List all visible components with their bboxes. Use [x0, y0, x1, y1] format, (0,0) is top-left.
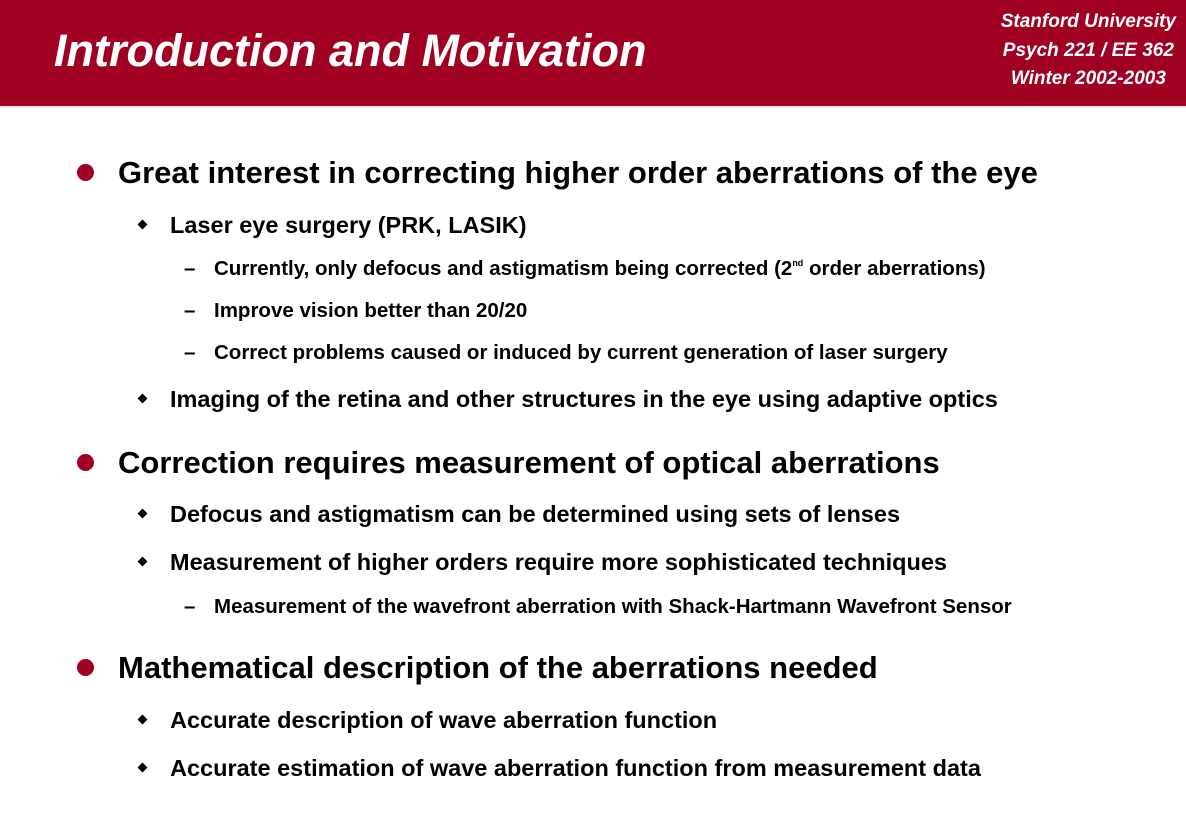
ordinal-superscript: nd [792, 258, 804, 268]
bullet-text: Measurement of the wavefront aberration … [214, 595, 1012, 618]
diamond-bullet-icon [137, 393, 148, 404]
bullet-text: Measurement of higher orders require mor… [170, 549, 947, 575]
institution-name: Stanford University [1000, 11, 1176, 32]
filled-circle-bullet-icon [77, 164, 94, 181]
filled-circle-bullet-icon [77, 454, 94, 471]
en-dash-bullet-icon: – [184, 257, 196, 280]
bullet-text: Correct problems caused or induced by cu… [214, 341, 948, 364]
bullet-l3: – Correct problems caused or induced by … [184, 341, 948, 365]
diamond-bullet-icon [137, 762, 148, 773]
bullet-l2: Defocus and astigmatism can be determine… [137, 501, 901, 528]
bullet-text-part: Currently, only defocus and astigmatism … [214, 257, 793, 280]
bullet-l1: Mathematical description of the aberrati… [77, 650, 878, 686]
bullet-l2: Measurement of higher orders require mor… [137, 549, 947, 576]
bullet-l3: – Currently, only defocus and astigmatis… [184, 257, 986, 281]
bullet-l2: Accurate estimation of wave aberration f… [137, 755, 981, 782]
diamond-bullet-icon [137, 556, 148, 567]
bullet-text: Mathematical description of the aberrati… [118, 650, 878, 685]
header-divider [0, 106, 1186, 108]
en-dash-bullet-icon: – [184, 299, 196, 322]
slide-header: Introduction and Motivation Stanford Uni… [0, 0, 1186, 106]
bullet-l2: Imaging of the retina and other structur… [137, 386, 998, 413]
bullet-l1: Correction requires measurement of optic… [77, 445, 940, 481]
bullet-l2: Laser eye surgery (PRK, LASIK) [137, 212, 527, 239]
en-dash-bullet-icon: – [184, 341, 196, 364]
diamond-bullet-icon [137, 219, 148, 230]
diamond-bullet-icon [137, 714, 148, 725]
bullet-text-part: order aberrations) [803, 257, 986, 280]
bullet-l1: Great interest in correcting higher orde… [77, 155, 1038, 191]
bullet-l3: – Measurement of the wavefront aberratio… [184, 595, 1012, 619]
bullet-text: Accurate estimation of wave aberration f… [170, 755, 981, 781]
filled-circle-bullet-icon [77, 659, 94, 676]
bullet-text: Correction requires measurement of optic… [118, 445, 940, 480]
bullet-text: Imaging of the retina and other structur… [170, 386, 998, 412]
bullet-text: Laser eye surgery (PRK, LASIK) [170, 212, 527, 238]
bullet-text: Accurate description of wave aberration … [170, 707, 718, 733]
bullet-text: Great interest in correcting higher orde… [118, 155, 1038, 190]
bullet-l3: – Improve vision better than 20/20 [184, 299, 528, 323]
bullet-text: Improve vision better than 20/20 [214, 299, 528, 322]
en-dash-bullet-icon: – [184, 595, 196, 618]
course-term: Winter 2002-2003 [1010, 68, 1166, 89]
course-info: Stanford University Psych 221 / EE 362 W… [1001, 8, 1176, 94]
course-number: Psych 221 / EE 362 [1002, 39, 1174, 61]
diamond-bullet-icon [137, 508, 148, 519]
slide-title: Introduction and Motivation [54, 25, 647, 76]
bullet-text: Defocus and astigmatism can be determine… [170, 501, 901, 527]
bullet-l2: Accurate description of wave aberration … [137, 707, 718, 734]
